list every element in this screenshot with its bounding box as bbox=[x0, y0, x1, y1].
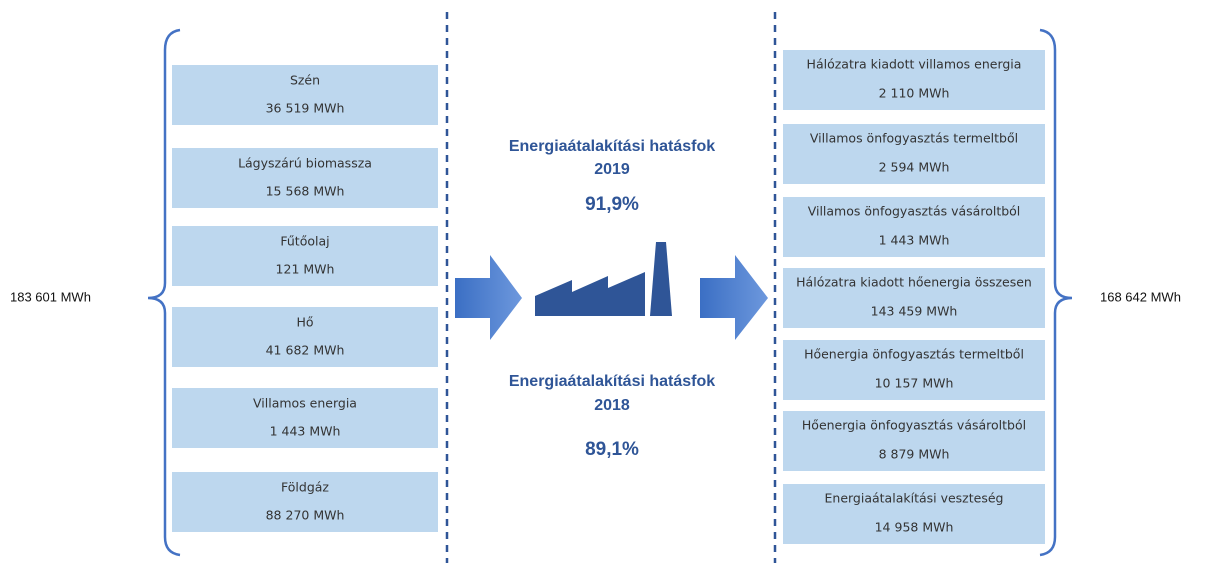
input-label: Hő bbox=[296, 315, 313, 330]
input-label: Szén bbox=[290, 73, 320, 88]
brace bbox=[1039, 28, 1073, 557]
output-value: 14 958 MWh bbox=[875, 520, 954, 535]
output-box bbox=[783, 124, 1045, 184]
output-value: 8 879 MWh bbox=[879, 447, 950, 462]
input-box bbox=[172, 472, 438, 532]
input-label: Fűtőolaj bbox=[280, 234, 329, 249]
output-box bbox=[783, 484, 1045, 544]
output-total: 168 642 MWh bbox=[1100, 289, 1181, 304]
input-box bbox=[172, 307, 438, 367]
output-label: Hőenergia önfogyasztás vásároltból bbox=[802, 418, 1026, 433]
output-box bbox=[783, 268, 1045, 328]
efficiency-year: 2019 bbox=[594, 161, 630, 178]
input-value: 88 270 MWh bbox=[266, 508, 345, 523]
output-label: Hálózatra kiadott hőenergia összesen bbox=[796, 275, 1032, 290]
input-total: 183 601 MWh bbox=[10, 289, 91, 304]
brace bbox=[147, 28, 181, 557]
arrow bbox=[700, 255, 768, 340]
output-value: 2 110 MWh bbox=[879, 86, 950, 101]
output-box bbox=[783, 197, 1045, 257]
input-box bbox=[172, 65, 438, 125]
input-value: 1 443 MWh bbox=[270, 424, 341, 439]
input-value: 41 682 MWh bbox=[266, 343, 345, 358]
efficiency-year: 2018 bbox=[594, 397, 630, 414]
efficiency-value: 91,9% bbox=[585, 194, 639, 215]
output-value: 1 443 MWh bbox=[879, 233, 950, 248]
output-value: 143 459 MWh bbox=[871, 304, 958, 319]
efficiency-value: 89,1% bbox=[585, 439, 639, 460]
input-value: 36 519 MWh bbox=[266, 101, 345, 116]
output-box bbox=[783, 411, 1045, 471]
factory-chimney bbox=[650, 242, 672, 316]
output-box bbox=[783, 50, 1045, 110]
efficiency-title: Energiaátalakítási hatásfok bbox=[509, 373, 715, 390]
input-box bbox=[172, 388, 438, 448]
output-label: Energiaátalakítási veszteség bbox=[825, 491, 1004, 506]
output-label: Hálózatra kiadott villamos energia bbox=[807, 57, 1022, 72]
input-box bbox=[172, 148, 438, 208]
output-value: 2 594 MWh bbox=[879, 160, 950, 175]
input-label: Lágyszárú biomassza bbox=[238, 156, 372, 171]
output-label: Hőenergia önfogyasztás termeltből bbox=[804, 347, 1024, 362]
output-label: Villamos önfogyasztás vásároltból bbox=[808, 204, 1021, 219]
input-value: 121 MWh bbox=[276, 262, 335, 277]
output-label: Villamos önfogyasztás termeltből bbox=[810, 131, 1018, 146]
input-box bbox=[172, 226, 438, 286]
input-value: 15 568 MWh bbox=[266, 184, 345, 199]
factory-icon bbox=[535, 272, 645, 316]
input-label: Villamos energia bbox=[253, 396, 357, 411]
efficiency-title: Energiaátalakítási hatásfok bbox=[509, 138, 715, 155]
output-value: 10 157 MWh bbox=[875, 376, 954, 391]
arrow bbox=[455, 255, 522, 340]
input-label: Földgáz bbox=[281, 480, 329, 495]
output-box bbox=[783, 340, 1045, 400]
